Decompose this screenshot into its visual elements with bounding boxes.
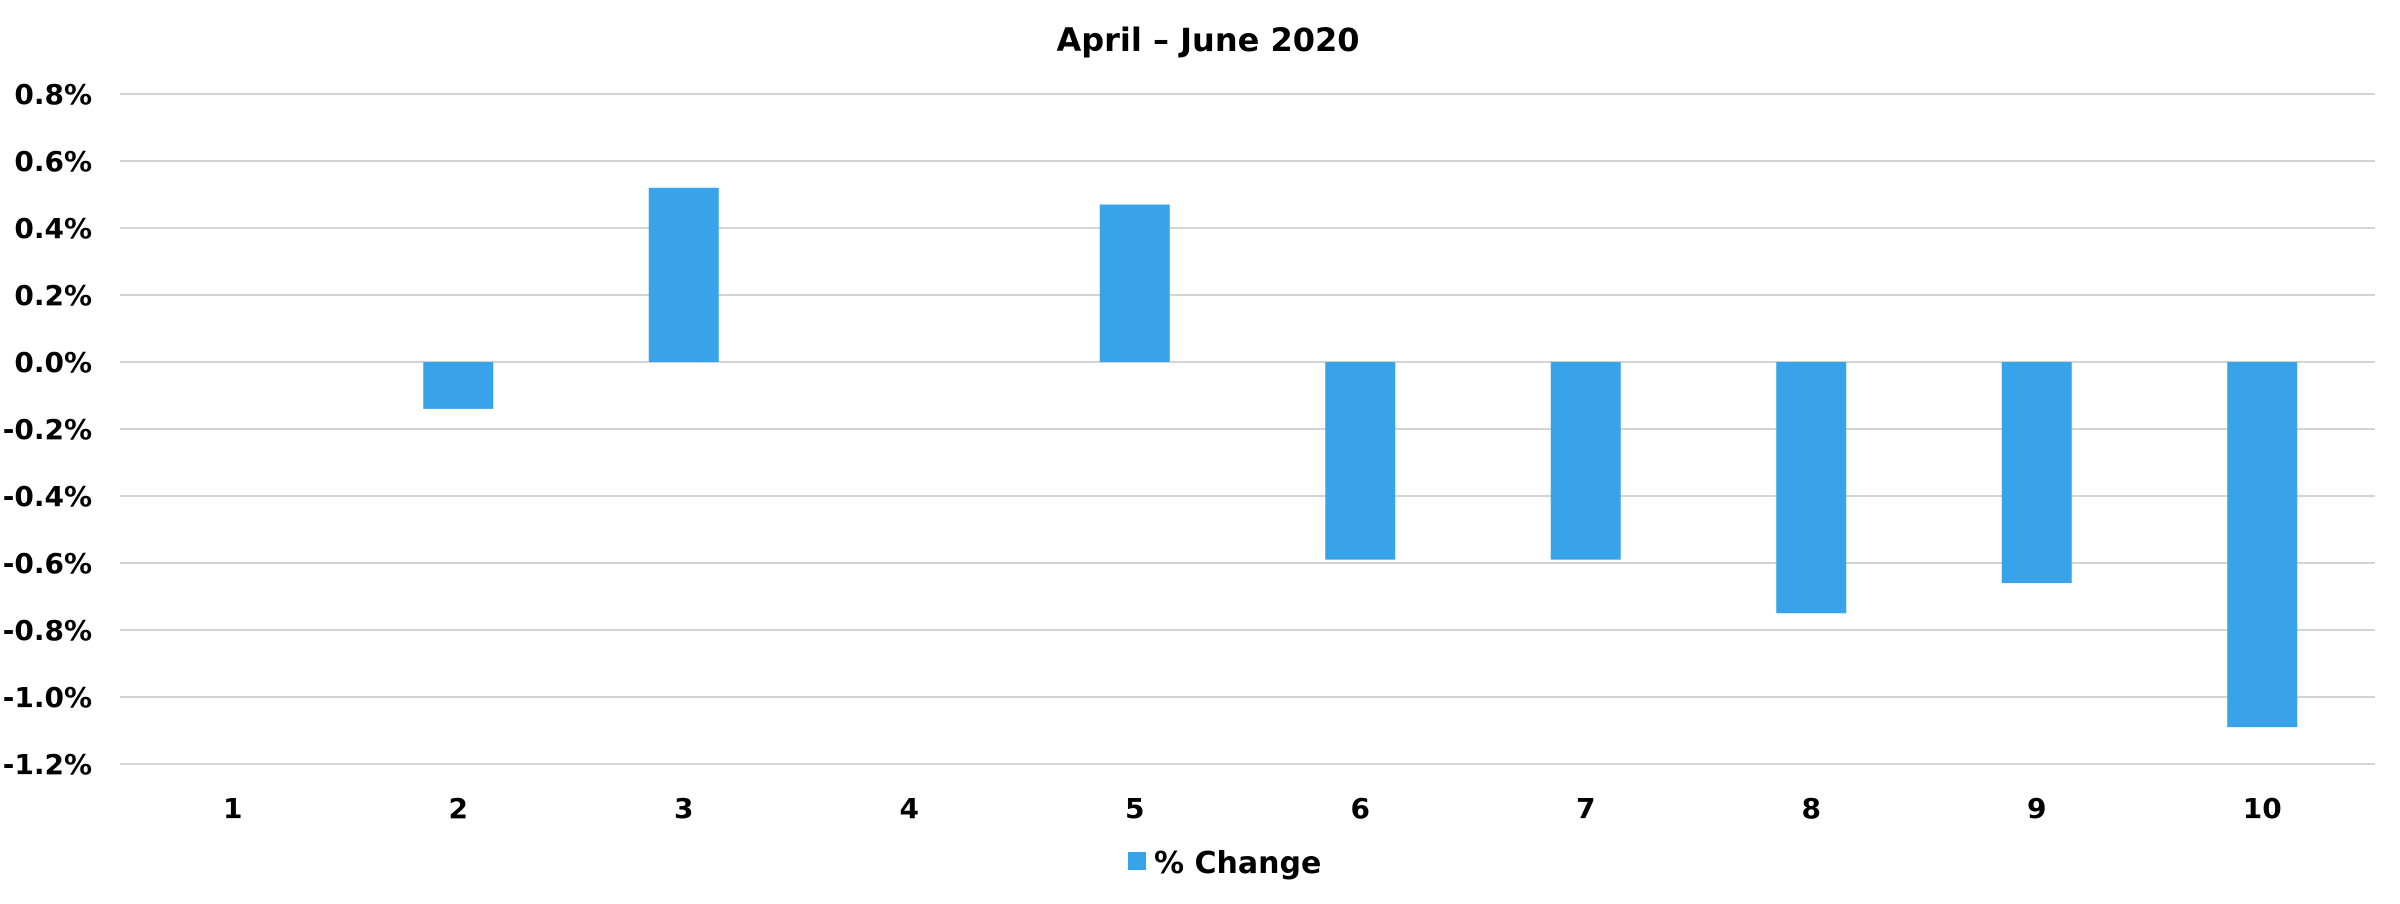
y-tick-label: -1.0% <box>3 681 92 714</box>
x-tick-label: 1 <box>223 792 242 825</box>
y-tick-label: -1.2% <box>3 748 92 781</box>
legend: % Change <box>1128 846 1321 881</box>
bar-9 <box>2001 362 2072 584</box>
bar-5 <box>1099 204 1170 362</box>
y-axis-tick-labels: 0.8% 0.6% 0.4% 0.2% 0.0% -0.2% -0.4% -0.6% -0.8%… <box>3 78 92 781</box>
x-tick-label: 8 <box>1802 792 1821 825</box>
bar-6 <box>1325 362 1396 560</box>
legend-label-percent-change: % Change <box>1154 846 1321 881</box>
bar-7 <box>1550 362 1621 560</box>
bar-8 <box>1776 362 1847 614</box>
bar-2 <box>423 362 494 409</box>
bar-3 <box>648 187 719 362</box>
y-tick-label: -0.4% <box>3 480 92 513</box>
x-tick-label: 10 <box>2243 792 2282 825</box>
x-tick-label: 9 <box>2027 792 2046 825</box>
gridlines <box>120 93 2375 765</box>
y-tick-label: 0.4% <box>14 212 92 245</box>
chart-title: April – June 2020 <box>1056 21 1359 59</box>
legend-swatch <box>1128 852 1146 870</box>
x-tick-label: 4 <box>900 792 919 825</box>
y-tick-label: 0.8% <box>14 78 92 111</box>
bar-10 <box>2227 362 2298 728</box>
y-tick-label: -0.8% <box>3 614 92 647</box>
y-tick-label: 0.6% <box>14 145 92 178</box>
x-axis-tick-labels: 1 2 3 4 5 6 7 8 9 10 <box>223 792 2282 825</box>
x-tick-label: 7 <box>1576 792 1595 825</box>
y-tick-label: -0.2% <box>3 413 92 446</box>
x-tick-label: 6 <box>1351 792 1370 825</box>
y-tick-label: 0.0% <box>14 346 92 379</box>
y-tick-label: 0.2% <box>14 279 92 312</box>
bars <box>423 187 2298 728</box>
x-tick-label: 2 <box>449 792 468 825</box>
x-tick-label: 5 <box>1125 792 1144 825</box>
x-tick-label: 3 <box>674 792 693 825</box>
y-tick-label: -0.6% <box>3 547 92 580</box>
